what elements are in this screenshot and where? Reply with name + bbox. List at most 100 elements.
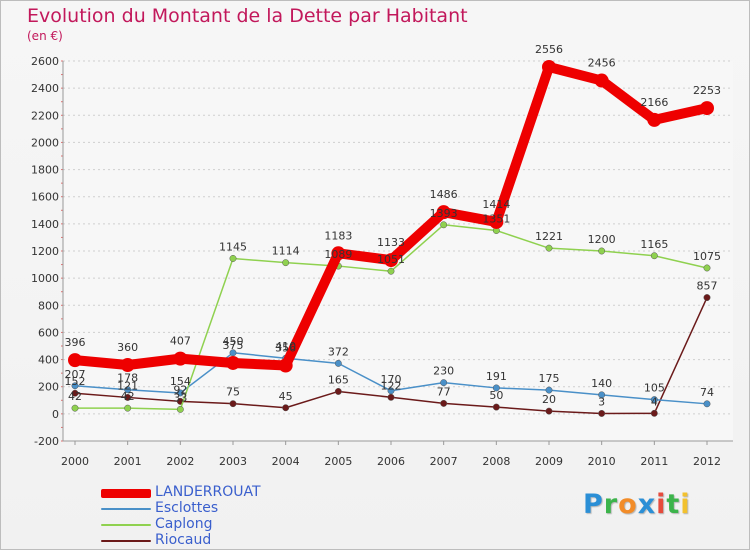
data-point-caplong	[229, 255, 237, 262]
data-point-riocaud	[598, 410, 606, 417]
data-label-riocaud: 165	[328, 373, 349, 386]
data-point-riocaud	[440, 399, 448, 407]
y-tick-label: 2400	[31, 82, 59, 95]
y-tick-label: 1200	[31, 245, 59, 258]
x-tick-label: 2007	[430, 455, 458, 468]
data-point-riocaud	[282, 404, 290, 412]
y-tick-label: 400	[38, 354, 59, 367]
logo-letter: P	[583, 489, 604, 520]
data-label-riocaud: 4	[651, 395, 658, 408]
data-label-landerrouat: 356	[275, 342, 296, 355]
data-label-esclottes: 175	[539, 372, 560, 385]
data-point-esclottes	[545, 386, 553, 394]
data-point-riocaud	[492, 403, 500, 411]
data-label-caplong: 1351	[482, 213, 510, 226]
data-label-caplong: 1165	[640, 238, 668, 251]
chart-title: Evolution du Montant de la Dette par Hab…	[27, 5, 468, 27]
y-tick-label: 2000	[31, 136, 59, 149]
data-label-riocaud: 92	[173, 383, 187, 396]
data-point-esclottes	[334, 359, 342, 367]
data-label-caplong: 1200	[588, 233, 616, 246]
y-tick-label: 1800	[31, 164, 59, 177]
data-label-caplong: 1145	[219, 240, 247, 253]
data-label-riocaud: 857	[697, 280, 718, 293]
data-point-esclottes	[492, 384, 500, 392]
data-label-esclottes: 105	[644, 382, 665, 395]
data-point-riocaud	[124, 393, 132, 401]
data-label-riocaud: 121	[117, 379, 138, 392]
data-label-esclottes: 178	[117, 372, 138, 385]
data-point-caplong	[598, 247, 606, 255]
x-tick-label: 2005	[324, 455, 352, 468]
data-point-riocaud	[703, 294, 711, 301]
data-label-esclottes: 372	[328, 345, 349, 358]
data-point-riocaud	[334, 388, 342, 395]
data-label-esclottes: 140	[591, 377, 612, 390]
data-point-landerrouat	[226, 355, 240, 370]
data-point-landerrouat	[120, 358, 135, 372]
x-tick-label: 2009	[535, 455, 563, 468]
y-tick-label: 1600	[31, 191, 59, 204]
data-point-caplong	[650, 252, 658, 260]
x-tick-label: 2002	[166, 455, 194, 468]
data-label-landerrouat: 1183	[324, 229, 352, 242]
data-point-landerrouat	[173, 351, 188, 366]
data-point-riocaud	[387, 393, 395, 401]
logo-letter: i	[680, 489, 691, 520]
y-tick-label: 1000	[31, 272, 59, 285]
logo-letter: t	[666, 489, 681, 520]
data-point-landerrouat	[278, 358, 293, 373]
data-label-landerrouat: 407	[170, 335, 191, 348]
data-label-caplong: 1393	[430, 207, 458, 220]
data-label-landerrouat: 396	[65, 336, 86, 349]
data-label-riocaud: 20	[542, 393, 556, 406]
data-label-landerrouat: 2166	[640, 96, 668, 109]
data-point-landerrouat	[331, 246, 346, 261]
data-point-caplong	[282, 259, 290, 267]
data-label-esclottes: 170	[381, 373, 402, 386]
x-tick-label: 2012	[693, 455, 721, 468]
x-tick-label: 2010	[588, 455, 616, 468]
data-label-landerrouat: 1133	[377, 236, 405, 249]
data-label-esclottes: 191	[486, 370, 507, 383]
y-tick-label: 0	[52, 408, 59, 421]
data-label-caplong: 1051	[377, 253, 405, 266]
data-label-landerrouat: 2456	[588, 57, 616, 70]
data-label-esclottes: 74	[700, 386, 714, 399]
data-point-caplong	[703, 264, 711, 272]
y-tick-label: 2200	[31, 109, 59, 122]
legend-label-riocaud: Riocaud	[155, 532, 212, 548]
x-tick-label: 2006	[377, 455, 405, 468]
data-label-caplong: 42	[121, 390, 135, 403]
data-label-landerrouat: 1414	[482, 198, 510, 211]
x-tick-label: 2008	[482, 455, 510, 468]
data-point-landerrouat	[647, 112, 662, 127]
legend-label-esclottes: Esclottes	[155, 500, 219, 516]
x-tick-label: 2004	[272, 455, 300, 468]
data-label-caplong: 1089	[324, 248, 352, 261]
data-point-landerrouat	[436, 205, 451, 220]
chart-unit: (en €)	[27, 29, 63, 43]
data-point-landerrouat	[489, 214, 504, 229]
data-label-landerrouat: 2253	[693, 84, 721, 97]
y-tick-label: -200	[34, 435, 59, 448]
data-point-caplong	[387, 267, 395, 275]
legend-label-caplong: Caplong	[155, 516, 213, 532]
data-label-riocaud: 45	[279, 390, 293, 403]
data-label-riocaud: 77	[437, 385, 451, 398]
data-label-caplong: 42	[68, 390, 82, 403]
data-label-esclottes: 154	[170, 375, 191, 388]
data-point-caplong	[71, 404, 79, 412]
data-point-riocaud	[229, 400, 237, 408]
legend-swatch-esclottes	[101, 508, 151, 510]
data-point-esclottes	[703, 400, 711, 408]
data-point-esclottes	[440, 379, 448, 387]
legend-label-landerrouat: LANDERROUAT	[155, 484, 261, 500]
y-tick-label: 1400	[31, 218, 59, 231]
data-label-riocaud: 75	[226, 386, 240, 399]
logo-letter: i	[656, 489, 667, 520]
data-point-esclottes	[176, 389, 184, 397]
data-point-caplong	[545, 244, 553, 252]
